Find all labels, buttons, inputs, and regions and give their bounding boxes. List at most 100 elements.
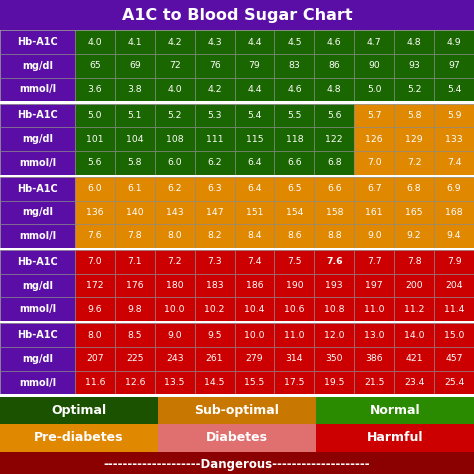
Bar <box>0 397 158 424</box>
Bar <box>0 298 75 321</box>
Text: 79: 79 <box>249 61 260 70</box>
Bar <box>434 323 474 347</box>
Bar <box>394 127 434 151</box>
Bar <box>235 30 274 54</box>
Bar <box>314 347 354 371</box>
Text: 457: 457 <box>445 355 463 364</box>
Text: 7.8: 7.8 <box>128 231 142 240</box>
Bar <box>0 371 75 394</box>
Bar <box>394 250 434 274</box>
Text: mg/dl: mg/dl <box>22 207 53 218</box>
Text: 13.5: 13.5 <box>164 378 185 387</box>
Text: 4.2: 4.2 <box>207 85 222 94</box>
Text: 11.6: 11.6 <box>84 378 105 387</box>
Bar <box>434 54 474 78</box>
Bar <box>235 347 274 371</box>
Bar <box>434 347 474 371</box>
Bar <box>235 104 274 127</box>
Text: 4.6: 4.6 <box>327 37 342 46</box>
Bar <box>274 224 314 248</box>
Text: mmol/l: mmol/l <box>19 378 56 388</box>
Text: 8.5: 8.5 <box>128 331 142 340</box>
Bar <box>434 78 474 101</box>
Bar <box>155 224 195 248</box>
Bar <box>235 298 274 321</box>
Bar <box>274 30 314 54</box>
Text: Hb-A1C: Hb-A1C <box>17 37 58 47</box>
Bar <box>195 250 235 274</box>
Text: 9.6: 9.6 <box>88 305 102 314</box>
Bar <box>75 347 115 371</box>
Text: 17.5: 17.5 <box>284 378 305 387</box>
Text: 69: 69 <box>129 61 141 70</box>
Text: mmol/l: mmol/l <box>19 84 56 94</box>
Bar <box>155 78 195 101</box>
Text: 7.6: 7.6 <box>326 257 343 266</box>
Bar <box>314 151 354 174</box>
Bar <box>434 224 474 248</box>
Text: 314: 314 <box>286 355 303 364</box>
Text: 65: 65 <box>89 61 100 70</box>
Text: 15.0: 15.0 <box>444 331 464 340</box>
Text: Normal: Normal <box>370 404 420 417</box>
Bar <box>394 30 434 54</box>
Text: 6.6: 6.6 <box>327 184 342 193</box>
Text: 7.7: 7.7 <box>367 257 382 266</box>
Bar <box>0 0 474 30</box>
Bar <box>274 250 314 274</box>
Bar <box>195 104 235 127</box>
Bar <box>274 274 314 298</box>
Bar <box>155 30 195 54</box>
Bar <box>0 201 75 224</box>
Bar <box>354 347 394 371</box>
Bar <box>115 177 155 201</box>
Bar <box>314 274 354 298</box>
Text: 12.0: 12.0 <box>324 331 345 340</box>
Text: 5.6: 5.6 <box>88 158 102 167</box>
Text: 5.2: 5.2 <box>167 111 182 120</box>
Bar <box>354 151 394 174</box>
Bar <box>158 397 316 424</box>
Text: 23.4: 23.4 <box>404 378 424 387</box>
Bar <box>155 54 195 78</box>
Bar <box>235 250 274 274</box>
Text: 86: 86 <box>328 61 340 70</box>
Text: 4.2: 4.2 <box>167 37 182 46</box>
Text: 7.0: 7.0 <box>88 257 102 266</box>
Bar <box>155 274 195 298</box>
Text: mg/dl: mg/dl <box>22 281 53 291</box>
Text: 8.0: 8.0 <box>88 331 102 340</box>
Bar <box>394 54 434 78</box>
Bar <box>274 323 314 347</box>
Bar <box>195 274 235 298</box>
Bar <box>115 54 155 78</box>
Text: 111: 111 <box>206 135 223 144</box>
Bar <box>314 177 354 201</box>
Bar <box>0 101 474 104</box>
Text: 25.4: 25.4 <box>444 378 464 387</box>
Text: 5.1: 5.1 <box>128 111 142 120</box>
Text: 10.2: 10.2 <box>204 305 225 314</box>
Bar <box>354 127 394 151</box>
Text: 7.9: 7.9 <box>447 257 461 266</box>
Text: 7.2: 7.2 <box>407 158 421 167</box>
Bar <box>75 127 115 151</box>
Text: 10.4: 10.4 <box>244 305 265 314</box>
Text: 204: 204 <box>445 281 463 290</box>
Bar <box>0 274 75 298</box>
Text: mmol/l: mmol/l <box>19 304 56 314</box>
Text: 115: 115 <box>246 135 263 144</box>
Text: 9.0: 9.0 <box>367 231 382 240</box>
Bar <box>274 78 314 101</box>
Text: 10.0: 10.0 <box>244 331 265 340</box>
Bar <box>354 323 394 347</box>
Text: 126: 126 <box>365 135 383 144</box>
Text: 9.8: 9.8 <box>128 305 142 314</box>
Bar <box>274 177 314 201</box>
Bar <box>394 347 434 371</box>
Text: 122: 122 <box>326 135 343 144</box>
Bar <box>75 274 115 298</box>
Bar <box>195 347 235 371</box>
Bar <box>195 78 235 101</box>
Text: 7.8: 7.8 <box>407 257 421 266</box>
